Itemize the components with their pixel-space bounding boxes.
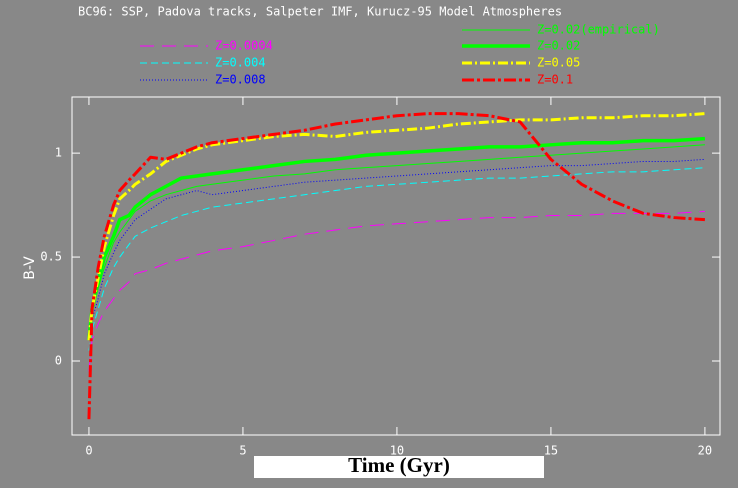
x-tick-label: 5 bbox=[239, 444, 246, 458]
legend-label: Z=0.02(empirical) bbox=[537, 23, 660, 37]
y-tick-label: 1 bbox=[55, 146, 62, 160]
data-line bbox=[87, 112, 706, 420]
x-tick-label: 20 bbox=[698, 444, 712, 458]
x-axis-label: Time (Gyr) bbox=[348, 453, 450, 477]
x-tick-label: 15 bbox=[544, 444, 558, 458]
legend-label: Z=0.004 bbox=[215, 56, 266, 70]
legend-label: Z=0.05 bbox=[537, 56, 580, 70]
y-tick-label: 0 bbox=[55, 353, 62, 367]
legend-label: Z=0.0004 bbox=[215, 39, 273, 53]
x-label-box bbox=[254, 456, 544, 478]
x-tick-label: 0 bbox=[85, 444, 92, 458]
chart-title: BC96: SSP, Padova tracks, Salpeter IMF, … bbox=[78, 5, 562, 19]
legend-label: Z=0.02 bbox=[537, 39, 580, 53]
y-tick-label: 0.5 bbox=[40, 250, 62, 264]
legend-label: Z=0.1 bbox=[537, 73, 573, 87]
x-tick-label: 10 bbox=[390, 444, 404, 458]
data-line bbox=[88, 158, 705, 341]
data-line bbox=[87, 136, 706, 341]
y-axis-label: B-V bbox=[22, 256, 38, 280]
data-line bbox=[88, 210, 705, 372]
data-line bbox=[87, 112, 706, 341]
plot-frame bbox=[71, 96, 721, 436]
data-line bbox=[88, 144, 705, 341]
legend-label: Z=0.008 bbox=[215, 73, 266, 87]
data-line bbox=[88, 167, 705, 351]
